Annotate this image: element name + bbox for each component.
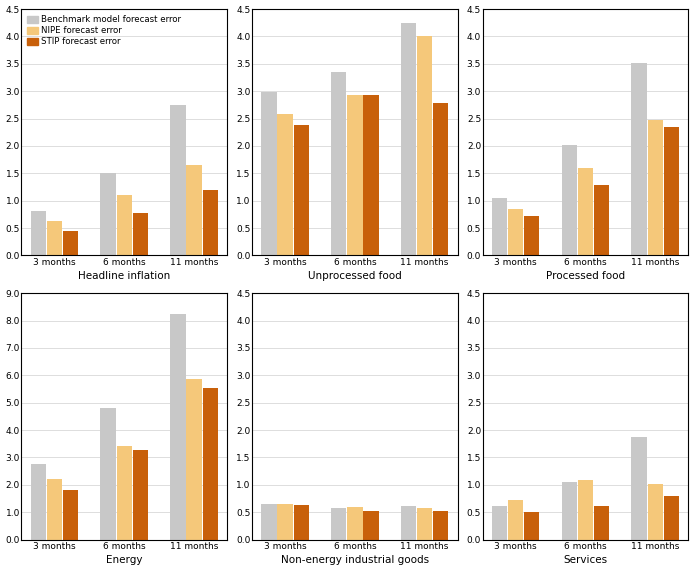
Bar: [648, 120, 663, 255]
Bar: [632, 63, 647, 255]
Bar: [133, 213, 148, 255]
Bar: [364, 95, 379, 255]
Bar: [578, 480, 593, 540]
Bar: [417, 508, 432, 540]
Bar: [632, 437, 647, 540]
Bar: [648, 484, 663, 540]
Bar: [31, 211, 46, 255]
Bar: [561, 482, 577, 540]
Bar: [663, 496, 679, 540]
X-axis label: Energy: Energy: [106, 556, 142, 565]
Bar: [401, 505, 416, 540]
Bar: [46, 222, 62, 255]
Bar: [203, 190, 218, 255]
Bar: [278, 114, 293, 255]
Bar: [294, 125, 309, 255]
Bar: [508, 500, 523, 540]
Bar: [561, 145, 577, 255]
Bar: [508, 209, 523, 255]
X-axis label: Non-energy industrial goods: Non-energy industrial goods: [281, 556, 429, 565]
Bar: [594, 505, 609, 540]
Bar: [31, 464, 46, 540]
Bar: [433, 103, 448, 255]
Bar: [187, 379, 202, 540]
X-axis label: Processed food: Processed food: [546, 271, 625, 282]
Bar: [417, 37, 432, 255]
Bar: [63, 231, 78, 255]
Bar: [203, 388, 218, 540]
Bar: [261, 93, 277, 255]
X-axis label: Unprocessed food: Unprocessed food: [308, 271, 402, 282]
Bar: [294, 505, 309, 540]
Bar: [347, 506, 362, 540]
Bar: [117, 195, 132, 255]
Bar: [117, 447, 132, 540]
Bar: [170, 313, 186, 540]
Bar: [524, 512, 539, 540]
Bar: [187, 165, 202, 255]
Bar: [63, 490, 78, 540]
X-axis label: Headline inflation: Headline inflation: [78, 271, 171, 282]
Bar: [261, 504, 277, 540]
Bar: [101, 408, 116, 540]
Bar: [433, 511, 448, 540]
Bar: [401, 23, 416, 255]
Bar: [492, 505, 507, 540]
Bar: [594, 186, 609, 255]
Bar: [133, 450, 148, 540]
Bar: [331, 508, 346, 540]
Bar: [578, 168, 593, 255]
Bar: [663, 127, 679, 255]
Bar: [170, 105, 186, 255]
Bar: [524, 216, 539, 255]
Bar: [492, 198, 507, 255]
Bar: [46, 479, 62, 540]
Bar: [331, 72, 346, 255]
Legend: Benchmark model forecast error, NIPE forecast error, STIP forecast error: Benchmark model forecast error, NIPE for…: [26, 13, 183, 48]
Bar: [347, 95, 362, 255]
X-axis label: Services: Services: [564, 556, 607, 565]
Bar: [278, 504, 293, 540]
Bar: [364, 511, 379, 540]
Bar: [101, 173, 116, 255]
